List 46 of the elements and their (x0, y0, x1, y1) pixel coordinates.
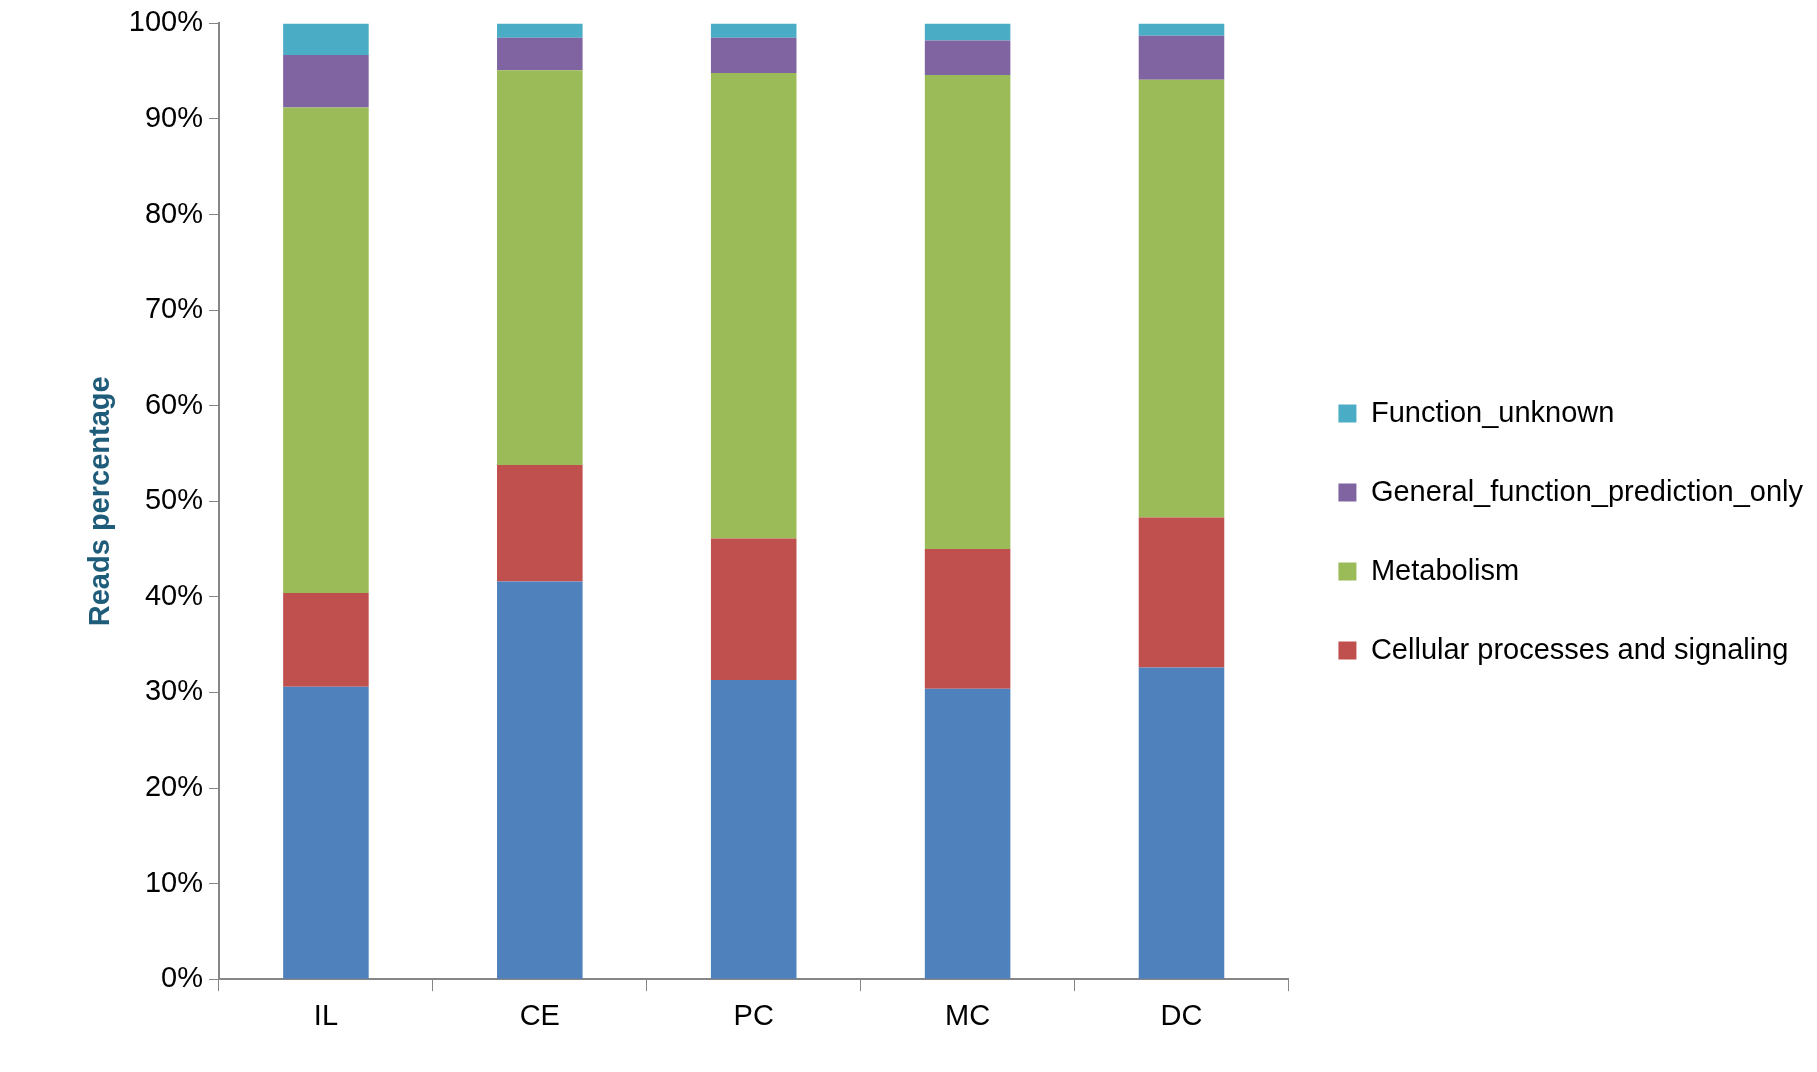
bar (497, 464, 583, 582)
x-tick-label: PC (733, 998, 774, 1031)
y-tick-label: 20% (144, 770, 203, 803)
y-tick-label: 50% (144, 483, 203, 516)
bar (710, 680, 797, 979)
bar (924, 549, 1011, 689)
y-tick-label: 0% (161, 961, 203, 994)
bar (283, 107, 369, 594)
y-tick-label: 70% (144, 292, 203, 325)
bar (924, 75, 1011, 550)
y-tick-label: 30% (144, 674, 203, 707)
bar (497, 70, 583, 465)
y-tick-label: 90% (144, 100, 203, 133)
y-tick-label: 10% (144, 865, 203, 898)
bar (283, 23, 369, 55)
bar (924, 23, 1011, 41)
x-tick-label: CE (519, 998, 560, 1031)
bar (497, 37, 583, 71)
bar (283, 54, 369, 108)
bar (710, 538, 797, 681)
x-tick-label: MC (945, 998, 991, 1031)
y-axis-title: Reads percentage (83, 376, 116, 627)
bar (497, 581, 583, 979)
y-tick-label: 40% (144, 578, 203, 611)
bar (283, 593, 369, 687)
bar (1138, 667, 1225, 979)
legend-label: General_function_prediction_only (1370, 474, 1804, 507)
bar (1138, 79, 1225, 518)
legend-label: Cellular processes and signaling (1370, 632, 1789, 665)
legend-label: Metabolism (1370, 553, 1520, 586)
bar (710, 23, 797, 38)
bar (1138, 517, 1225, 668)
bar (497, 23, 583, 38)
bar (1138, 35, 1225, 80)
legend-label: Function_unknown (1370, 395, 1615, 428)
y-tick-label: 60% (144, 387, 203, 420)
y-tick-label: 80% (144, 196, 203, 229)
x-tick-label: IL (313, 998, 339, 1031)
y-tick-label: 100% (128, 5, 203, 38)
bar (710, 37, 797, 74)
bar (924, 40, 1011, 76)
x-tick-label: DC (1160, 998, 1203, 1031)
bar (283, 686, 369, 979)
bar (1138, 23, 1225, 36)
bar (924, 688, 1011, 979)
bar (710, 73, 797, 539)
